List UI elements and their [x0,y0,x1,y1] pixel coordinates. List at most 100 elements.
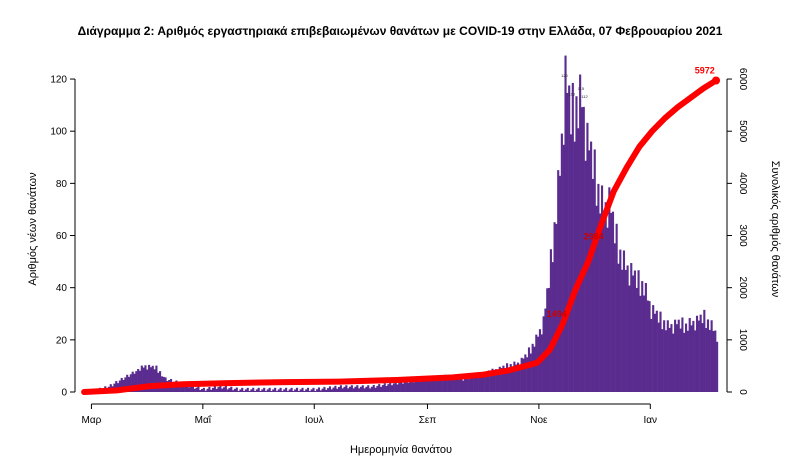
data-bar [458,378,461,392]
data-bar [464,378,467,392]
data-bar [253,390,257,392]
data-bar [655,310,658,392]
data-bar [182,385,185,392]
data-bar [653,313,657,392]
data-bar [210,389,213,392]
data-bar [286,390,289,392]
data-bar [144,365,147,392]
data-bar [246,387,249,392]
data-bar [122,380,125,392]
data-bar [226,389,229,392]
data-bar [555,223,558,392]
data-bar [259,390,262,392]
data-bar [323,386,326,392]
axes-layer: 0 20 40 60 80 100 120 0 1000 2000 3000 4000 5000 6000… [50,68,748,426]
data-bar [263,387,266,392]
data-bar [551,262,554,392]
data-bar [684,323,688,392]
data-bar [591,178,594,392]
data-bar [297,390,300,392]
data-bar [387,384,390,392]
data-bar [672,333,675,392]
data-bar [213,386,216,392]
data-bar [146,369,149,392]
data-bar [412,382,415,392]
data-bar [646,300,649,392]
data-bar [493,370,496,392]
data-bar [679,328,682,392]
data-bar [201,388,204,392]
data-bar [277,389,280,392]
data-bar [138,370,142,392]
data-bar [683,332,686,392]
data-bar [343,386,346,392]
data-bar [701,323,704,392]
data-bar [422,378,425,392]
data-bar [699,314,702,392]
data-bar [491,368,494,392]
data-bar [697,320,700,392]
chart-title: Διάγραμμα 2: Αριθμός εργαστηριακά επιβεβ… [77,24,723,38]
data-bar [257,387,260,392]
bar-value-label: 115 [578,86,585,91]
data-bar [513,361,516,392]
data-bar [557,170,560,392]
data-bar [451,378,454,392]
data-bar [569,134,573,392]
data-bar [148,364,151,392]
data-bar [264,390,268,392]
data-bar [394,381,397,392]
data-bar [418,381,421,392]
data-bar [577,128,580,393]
data-bar [177,384,180,392]
data-bar [602,214,605,392]
data-bar [611,211,615,392]
data-bar [606,227,609,392]
data-bar [624,269,627,392]
data-bar [243,390,246,392]
data-bar [495,369,498,392]
data-bar [566,92,569,392]
data-bar [489,372,492,392]
data-bar [409,381,412,392]
cumulative-layer [81,76,721,395]
data-bar [573,141,576,392]
data-bar [381,385,384,392]
y2-tick-label: 6000 [737,68,748,91]
data-bar [453,377,456,392]
y2-axis-title: Συνολικός αριθμός θανάτων [769,161,781,298]
data-bar [568,85,571,392]
data-bar [442,376,445,392]
data-bar [275,390,279,392]
data-bar [657,322,660,392]
cumulative-annotation: 1494 [547,309,567,319]
data-bar [712,330,715,392]
data-bar [476,373,479,392]
data-bar [694,330,697,392]
data-bar [414,380,417,392]
data-bar [157,372,160,392]
data-bar [416,378,419,392]
data-bar [619,249,622,392]
data-bar [440,378,443,392]
data-bar [352,388,355,392]
data-bar [675,324,678,392]
data-bar [244,389,247,392]
data-bar [383,383,386,392]
data-bar [369,388,372,392]
data-bar [427,377,430,392]
data-bar [546,288,549,392]
data-bar [471,375,474,392]
data-bar [153,369,156,392]
data-bar [228,388,231,392]
data-bar [359,386,363,392]
data-bar [151,365,154,392]
data-bar [332,387,335,392]
x-axis-title: Ημερομηνία θανάτου [350,444,452,456]
data-bar [334,385,337,392]
data-bar [140,365,143,392]
data-bar [398,382,401,392]
y2-tick-label: 2000 [737,277,748,300]
data-bar [328,386,331,392]
